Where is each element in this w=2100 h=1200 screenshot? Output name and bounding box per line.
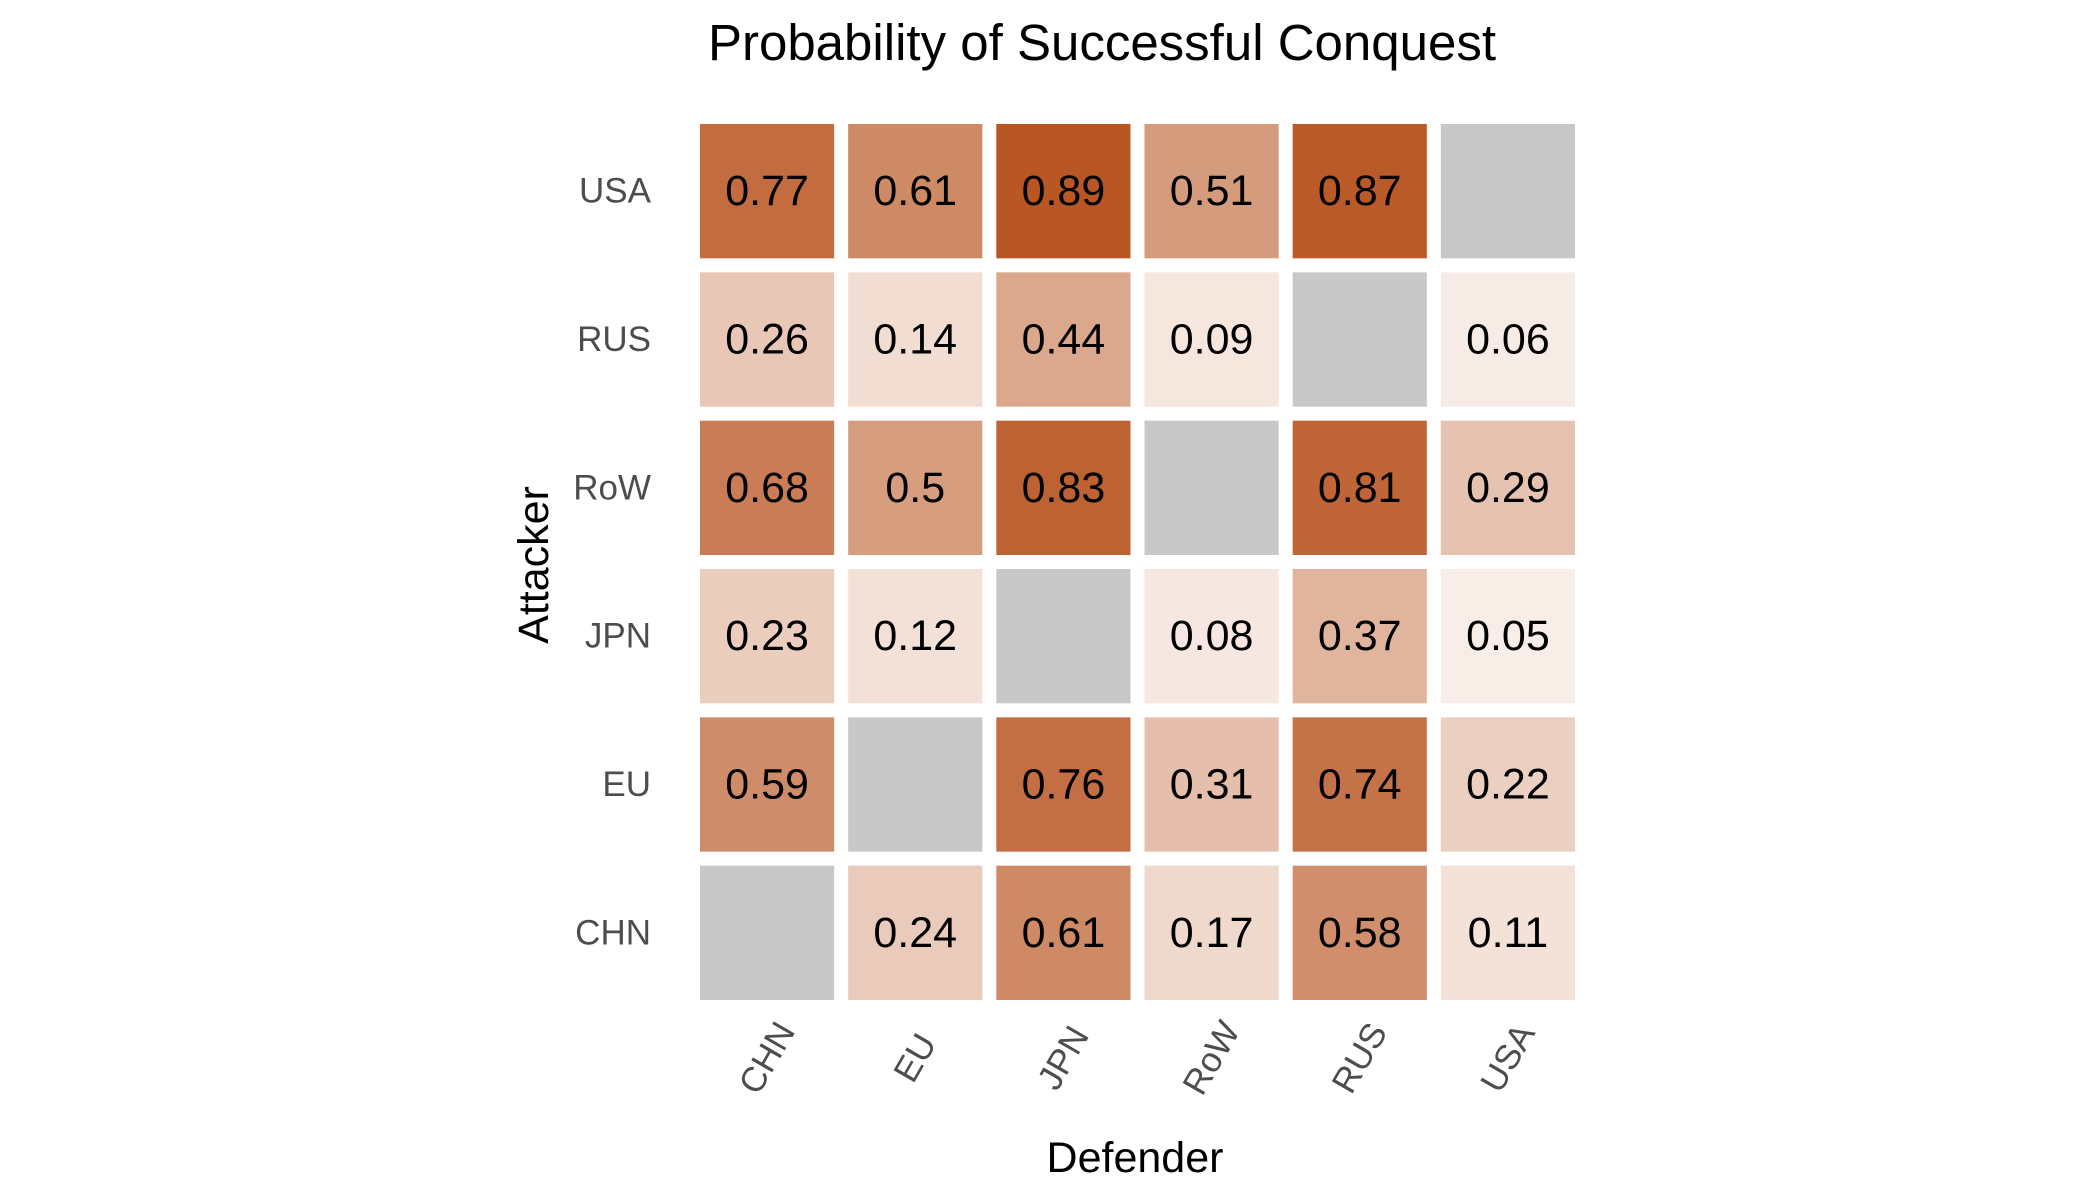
- heatmap-cell-row-vs-usa: [1440, 420, 1575, 555]
- cell-value-label: 0.24: [873, 909, 957, 957]
- cell-value-label: 0.26: [725, 316, 809, 364]
- heatmap-cell-row-vs-chn: [700, 420, 835, 555]
- y-tick-label-row: RoW: [573, 468, 651, 507]
- x-tick-label-usa: USA: [1473, 1017, 1543, 1099]
- heatmap-cell-jpn-vs-chn: [700, 569, 835, 704]
- cell-value-label: 0.76: [1022, 761, 1106, 809]
- heatmap-cell-rus-vs-usa: [1440, 272, 1575, 407]
- y-axis-title: Attacker: [510, 486, 558, 644]
- heatmap-cell-jpn-vs-jpn: [996, 569, 1131, 704]
- cell-value-label: 0.51: [1170, 167, 1254, 215]
- y-tick-label-eu: EU: [602, 765, 651, 804]
- cell-value-label: 0.5: [885, 464, 945, 512]
- cell-value-label: 0.81: [1318, 464, 1402, 512]
- cell-value-label: 0.23: [725, 612, 809, 660]
- cell-value-label: 0.14: [873, 316, 957, 364]
- cell-value-label: 0.09: [1170, 316, 1254, 364]
- y-tick-label-usa: USA: [579, 172, 652, 211]
- heatmap-cell-usa-vs-jpn: [996, 124, 1131, 259]
- heatmap-cell-jpn-vs-eu: [848, 569, 983, 704]
- x-axis-ticks: CHN EU JPN RoW RUS USA: [731, 1015, 1543, 1102]
- heatmap-cell-usa-vs-rus: [1292, 124, 1427, 259]
- heatmap-cell-rus-vs-row: [1144, 272, 1279, 407]
- heatmap-cell-chn-vs-rus: [1292, 865, 1427, 1000]
- cell-value-label: 0.44: [1022, 316, 1106, 364]
- cell-value-label: 0.59: [725, 761, 809, 809]
- heatmap-cell-eu-vs-jpn: [996, 717, 1131, 852]
- heatmap-cell-usa-vs-chn: [700, 124, 835, 259]
- heatmap-cell-usa-vs-usa: [1440, 124, 1575, 259]
- cell-value-label: 0.77: [725, 167, 809, 215]
- heatmap-cell-jpn-vs-usa: [1440, 569, 1575, 704]
- heatmap-cell-usa-vs-eu: [848, 124, 983, 259]
- heatmap-cell-usa-vs-row: [1144, 124, 1279, 259]
- cell-value-label: 0.05: [1466, 612, 1550, 660]
- chart-title: Probability of Successful Conquest: [708, 14, 1496, 71]
- x-tick-label-eu: EU: [886, 1027, 944, 1089]
- cell-value-label: 0.06: [1466, 316, 1550, 364]
- cell-value-label: 0.68: [725, 464, 809, 512]
- cell-value-label: 0.61: [873, 167, 957, 215]
- x-axis-title: Defender: [1047, 1134, 1224, 1182]
- heatmap-cell-eu-vs-usa: [1440, 717, 1575, 852]
- heatmap-cell-jpn-vs-row: [1144, 569, 1279, 704]
- cell-value-label: 0.17: [1170, 909, 1254, 957]
- x-tick-label-jpn: JPN: [1030, 1020, 1097, 1097]
- y-tick-label-chn: CHN: [575, 913, 651, 952]
- cell-value-label: 0.89: [1022, 167, 1106, 215]
- heatmap-cell-eu-vs-rus: [1292, 717, 1427, 852]
- cell-value-label: 0.58: [1318, 909, 1402, 957]
- heatmap-cell-row-vs-eu: [848, 420, 983, 555]
- cell-value-label: 0.22: [1466, 761, 1550, 809]
- x-tick-label-row: RoW: [1175, 1015, 1248, 1102]
- cell-value-label: 0.74: [1318, 761, 1402, 809]
- heatmap-cell-chn-vs-row: [1144, 865, 1279, 1000]
- heatmap-cell-eu-vs-chn: [700, 717, 835, 852]
- heatmap-cell-row-vs-rus: [1292, 420, 1427, 555]
- cell-value-label: 0.87: [1318, 167, 1402, 215]
- cell-value-label: 0.29: [1466, 464, 1550, 512]
- cell-value-label: 0.37: [1318, 612, 1402, 660]
- cell-value-label: 0.31: [1170, 761, 1254, 809]
- heatmap-cell-chn-vs-jpn: [996, 865, 1131, 1000]
- heatmap-cell-rus-vs-eu: [848, 272, 983, 407]
- heatmap-cell-chn-vs-eu: [848, 865, 983, 1000]
- heatmap-cell-rus-vs-jpn: [996, 272, 1131, 407]
- x-tick-label-chn: CHN: [731, 1015, 803, 1100]
- cell-value-label: 0.11: [1468, 909, 1549, 957]
- heatmap-cell-row-vs-row: [1144, 420, 1279, 555]
- cell-value-label: 0.12: [873, 612, 957, 660]
- heatmap-cell-row-vs-jpn: [996, 420, 1131, 555]
- heatmap-cell-chn-vs-chn: [700, 865, 835, 1000]
- cell-value-label: 0.61: [1022, 909, 1106, 957]
- heatmap-cells: 0.24 0.61 0.17 0.58 0.11 0.59 0.76 0.31 0.74 0.22…: [700, 124, 1575, 1000]
- y-axis-ticks: CHN EU JPN RoW RUS USA: [573, 172, 651, 953]
- y-tick-label-jpn: JPN: [585, 617, 651, 656]
- heatmap-cell-chn-vs-usa: [1440, 865, 1575, 1000]
- heatmap-cell-rus-vs-rus: [1292, 272, 1427, 407]
- heatmap-cell-eu-vs-eu: [848, 717, 983, 852]
- cell-value-label: 0.08: [1170, 612, 1254, 660]
- x-tick-label-rus: RUS: [1324, 1016, 1395, 1100]
- y-tick-label-rus: RUS: [577, 320, 651, 359]
- heatmap-cell-jpn-vs-rus: [1292, 569, 1427, 704]
- cell-value-label: 0.83: [1022, 464, 1106, 512]
- heatmap-cell-eu-vs-row: [1144, 717, 1279, 852]
- heatmap-cell-rus-vs-chn: [700, 272, 835, 407]
